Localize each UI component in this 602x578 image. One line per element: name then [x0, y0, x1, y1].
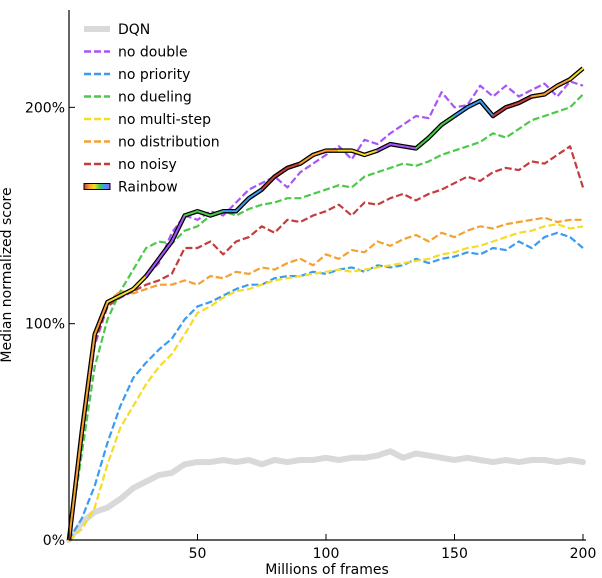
rainbow-segment: [504, 102, 520, 109]
legend-entry-no-dueling: no dueling: [84, 90, 192, 106]
y-tick-label: 100%: [25, 317, 65, 333]
rainbow-segment: [119, 288, 135, 297]
rainbow-segment: [183, 210, 199, 217]
rainbow-segment: [299, 153, 315, 165]
rainbow-segment: [530, 93, 546, 98]
series-layer: [66, 66, 586, 543]
x-tick-label: 200: [570, 546, 597, 562]
rainbow-segment: [157, 240, 173, 260]
rainbow-segment: [389, 143, 405, 148]
legend-entry-no-distribution: no distribution: [84, 135, 220, 151]
legend-label: no distribution: [118, 135, 220, 151]
legend: DQN no double no priority no dueling no mult…: [83, 22, 220, 196]
legend-entry-no-priority: no priority: [84, 67, 190, 83]
rainbow-segment: [376, 143, 392, 152]
legend-label: Rainbow: [118, 180, 178, 196]
rainbow-segment: [106, 294, 122, 304]
ticks: 50 100 150 200 0% 100% 200%: [25, 100, 596, 562]
legend-label: no priority: [118, 67, 190, 83]
rainbow-segment: [363, 149, 379, 156]
series-line-no-multi-step: [68, 223, 584, 541]
legend-entry-dqn: DQN: [84, 22, 150, 38]
rainbow-segment: [556, 78, 572, 87]
rainbow-segment: [543, 84, 559, 96]
series-line-rainbow: [66, 66, 585, 541]
series-line-no-distribution: [67, 216, 583, 541]
x-tick-label: 50: [189, 546, 207, 562]
rainbow-segment: [247, 188, 263, 200]
x-tick-label: 100: [313, 546, 340, 562]
y-tick-label: 200%: [25, 100, 65, 116]
rainbow-segment: [440, 115, 456, 126]
rainbow-segment: [517, 95, 533, 105]
rainbow-segment: [569, 67, 584, 81]
legend-entry-no-multi-step: no multi-step: [84, 112, 211, 128]
rainbow-segment: [414, 136, 430, 150]
rainbow-segment: [80, 333, 96, 433]
rainbow-segment: [466, 99, 482, 109]
rainbow-segment: [479, 99, 495, 117]
rainbow-segment: [350, 149, 366, 156]
x-axis-label: Millions of frames: [265, 562, 389, 578]
legend-label: no noisy: [118, 157, 177, 173]
rainbow-segment: [93, 301, 109, 336]
rainbow-segment: [286, 162, 302, 169]
legend-label: no multi-step: [118, 112, 211, 128]
axes: [68, 10, 586, 541]
rainbow-segment: [196, 210, 212, 217]
legend-label: no dueling: [118, 90, 192, 106]
rainbow-segment: [68, 430, 83, 541]
legend-entry-no-noisy: no noisy: [84, 157, 177, 173]
x-tick-label: 150: [441, 546, 468, 562]
series-line-no-double: [67, 80, 584, 541]
series-line-dqn: [66, 448, 586, 543]
legend-entry-no-double: no double: [84, 45, 188, 61]
rainbow-segment: [145, 257, 160, 278]
rainbow-segment: [235, 197, 250, 213]
legend-entry-rainbow: Rainbow: [83, 180, 178, 196]
rainbow-segment: [273, 166, 289, 178]
rainbow-segment: [260, 175, 276, 191]
rainbow-segment: [453, 106, 469, 117]
rainbow-segment: [312, 149, 327, 156]
series-line-no-dueling: [67, 93, 584, 541]
rainbow-segment: [402, 145, 417, 150]
legend-label: DQN: [118, 22, 150, 38]
y-tick-label: 0%: [43, 533, 65, 549]
rainbow-segment: [427, 123, 443, 139]
legend-label: no double: [118, 45, 188, 61]
rainbow-segment: [132, 275, 148, 291]
rainbow-segment: [209, 210, 225, 217]
series-line-no-noisy: [67, 145, 585, 541]
rainbow-segment: [492, 106, 507, 117]
rainbow-segment: [170, 214, 186, 243]
y-axis-label: Median normalized score: [0, 187, 15, 362]
legend-swatch: [83, 183, 111, 190]
